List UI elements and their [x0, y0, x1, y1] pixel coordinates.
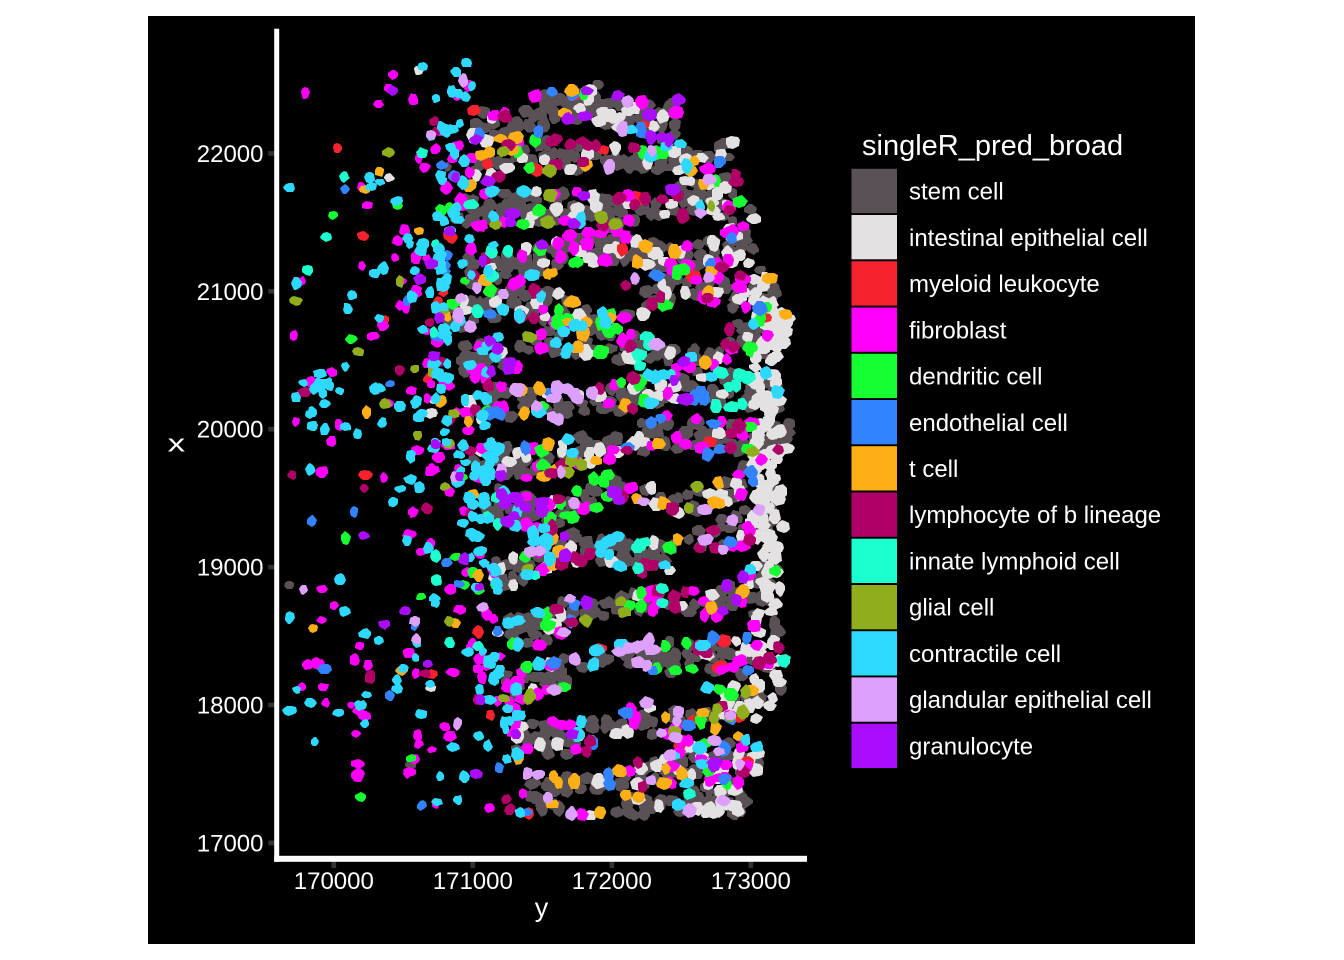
svg-text:stem cell: stem cell [909, 179, 1004, 206]
svg-text:x: x [168, 430, 186, 457]
svg-text:glandular epithelial cell: glandular epithelial cell [909, 687, 1152, 714]
svg-text:17000: 17000 [197, 830, 264, 857]
svg-text:fibroblast: fibroblast [909, 317, 1007, 344]
svg-text:170000: 170000 [294, 868, 374, 895]
svg-text:innate lymphoid cell: innate lymphoid cell [909, 549, 1120, 576]
svg-text:172000: 172000 [572, 868, 652, 895]
svg-text:glial cell: glial cell [909, 595, 994, 622]
svg-text:endothelial cell: endothelial cell [909, 410, 1068, 437]
svg-text:myeloid leukocyte: myeloid leukocyte [909, 271, 1100, 298]
svg-text:20000: 20000 [197, 417, 264, 444]
svg-text:22000: 22000 [197, 141, 264, 168]
svg-text:18000: 18000 [197, 693, 264, 720]
svg-text:dendritic cell: dendritic cell [909, 364, 1042, 391]
svg-text:intestinal epithelial cell: intestinal epithelial cell [909, 225, 1148, 252]
svg-text:singleR_pred_broad: singleR_pred_broad [862, 130, 1123, 162]
svg-text:t cell: t cell [909, 456, 958, 483]
svg-text:lymphocyte of b lineage: lymphocyte of b lineage [909, 502, 1161, 529]
svg-text:granulocyte: granulocyte [909, 733, 1033, 760]
svg-text:173000: 173000 [711, 868, 791, 895]
svg-text:y: y [535, 893, 549, 923]
svg-text:171000: 171000 [433, 868, 513, 895]
svg-text:21000: 21000 [197, 279, 264, 306]
svg-text:contractile cell: contractile cell [909, 641, 1061, 668]
svg-text:19000: 19000 [197, 555, 264, 582]
